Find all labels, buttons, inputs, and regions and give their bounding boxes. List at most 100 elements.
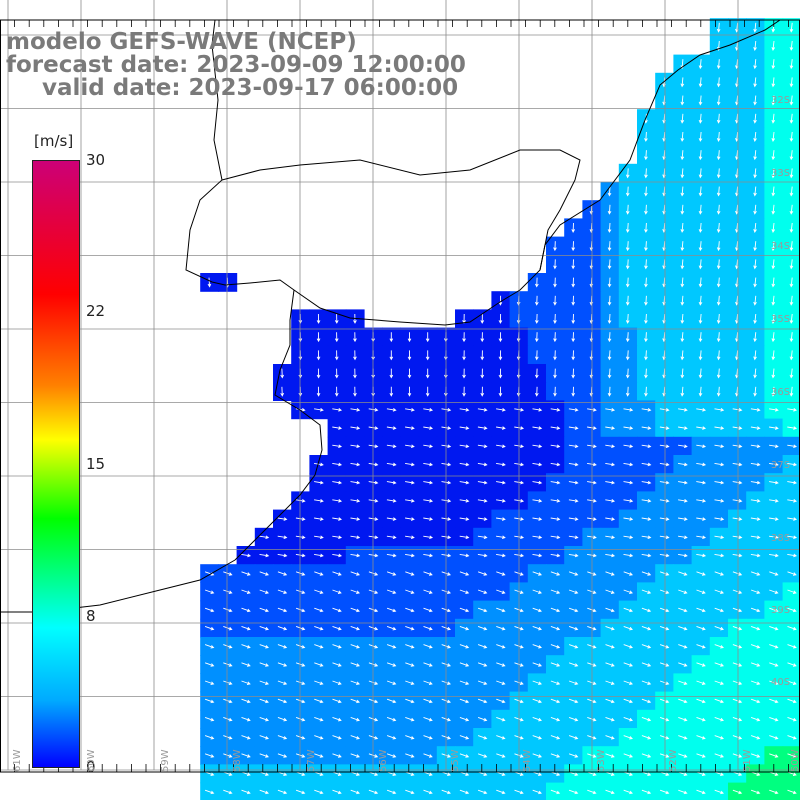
- lon-label-56w: 56W: [378, 749, 389, 772]
- wind-arrow: [386, 753, 397, 758]
- wind-arrow: [259, 735, 269, 740]
- wind-arrow: [607, 332, 612, 343]
- wind-arrow: [789, 241, 794, 252]
- wind-cell: [436, 782, 456, 800]
- wind-arrow: [241, 589, 251, 594]
- wind-arrow: [553, 368, 557, 379]
- wind-arrow: [680, 277, 685, 288]
- wind-arrow: [732, 753, 743, 758]
- wind-arrow: [459, 680, 470, 685]
- wind-arrow: [204, 607, 215, 613]
- wind-arrow: [644, 350, 648, 361]
- wind-arrow: [316, 350, 321, 361]
- wind-arrow: [314, 662, 324, 667]
- wind-arrow: [659, 753, 670, 758]
- wind-arrow: [532, 571, 542, 576]
- wind-arrow: [459, 462, 470, 467]
- wind-arrow: [532, 625, 542, 631]
- wind-arrow: [750, 553, 761, 558]
- wind-arrow: [314, 698, 324, 704]
- wind-arrow: [787, 480, 798, 485]
- wind-arrow: [534, 332, 539, 343]
- wind-arrow: [750, 735, 761, 740]
- wind-arrow: [496, 789, 506, 795]
- wind-arrow: [659, 499, 670, 503]
- wind-arrow: [423, 517, 434, 521]
- wind-cell: [600, 782, 620, 800]
- wind-arrow: [680, 332, 685, 343]
- wind-arrow: [498, 332, 503, 343]
- wind-arrow: [532, 426, 543, 430]
- wind-arrow: [496, 716, 506, 722]
- wind-arrow: [477, 408, 488, 412]
- wind-arrow: [623, 408, 634, 412]
- wind-arrow: [623, 698, 633, 704]
- wind-arrow: [716, 386, 721, 397]
- wind-arrow: [332, 499, 343, 503]
- wind-arrow: [550, 499, 561, 503]
- wind-arrow: [568, 571, 579, 576]
- wind-arrow: [698, 204, 703, 215]
- wind-arrow: [644, 313, 648, 324]
- wind-arrow: [714, 571, 724, 576]
- wind-arrow: [698, 295, 703, 306]
- wind-arrow: [623, 789, 633, 795]
- wind-arrow: [641, 789, 652, 795]
- wind-arrow: [423, 716, 433, 722]
- wind-arrow: [568, 625, 579, 631]
- wind-arrow: [568, 517, 579, 521]
- wind-arrow: [534, 350, 539, 361]
- wind-arrow: [698, 222, 703, 233]
- wind-arrow: [386, 553, 397, 558]
- wind-arrow: [678, 553, 688, 558]
- wind-arrow: [332, 553, 343, 558]
- wind-arrow: [732, 517, 743, 521]
- wind-arrow: [423, 680, 433, 685]
- wind-arrow: [607, 295, 612, 306]
- wind-arrow: [641, 662, 652, 667]
- wind-arrow: [480, 332, 485, 343]
- wind-arrow: [550, 644, 561, 649]
- wind-arrow: [316, 386, 321, 397]
- wind-arrow: [571, 386, 575, 397]
- coastline: [185, 19, 781, 326]
- wind-arrow: [259, 716, 269, 722]
- wind-arrow: [623, 625, 633, 631]
- wind-arrow: [771, 222, 776, 233]
- wind-arrow: [587, 499, 597, 503]
- wind-arrow: [714, 444, 725, 449]
- wind-arrow: [550, 698, 561, 704]
- wind-arrow: [659, 789, 670, 795]
- wind-arrow: [459, 408, 470, 412]
- wind-arrow: [587, 589, 597, 594]
- wind-arrow: [623, 480, 634, 485]
- wind-arrow: [277, 553, 288, 558]
- wind-arrow: [353, 386, 357, 397]
- wind-arrow: [550, 607, 561, 613]
- wind-arrow: [568, 462, 579, 467]
- wind-arrow: [568, 589, 579, 594]
- wind-arrow: [353, 350, 357, 361]
- wind-arrow: [625, 313, 630, 324]
- wind-arrow: [587, 716, 597, 722]
- wind-arrow: [496, 735, 506, 740]
- wind-arrow: [607, 368, 612, 379]
- wind-arrow: [386, 644, 397, 649]
- wind-arrow: [532, 753, 542, 758]
- wind-arrow: [659, 571, 670, 576]
- colorbar-unit: [m/s]: [34, 132, 74, 150]
- wind-arrow: [277, 716, 288, 722]
- wind-arrow: [732, 499, 743, 503]
- wind-arrow: [659, 535, 670, 540]
- wind-arrow: [641, 753, 652, 758]
- wind-arrow: [386, 625, 397, 631]
- wind-arrow: [571, 368, 575, 379]
- wind-arrow: [386, 408, 397, 412]
- wind-arrow: [607, 313, 612, 324]
- wind-arrow: [716, 77, 721, 88]
- wind-arrow: [787, 662, 797, 667]
- wind-arrow: [644, 259, 648, 270]
- wind-arrow: [314, 517, 324, 521]
- wind-arrow: [641, 589, 652, 594]
- wind-arrow: [405, 426, 415, 430]
